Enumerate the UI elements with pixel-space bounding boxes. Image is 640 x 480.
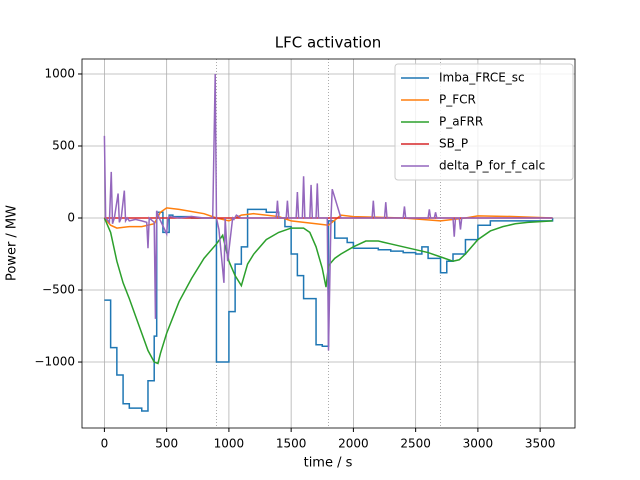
series-line <box>103 217 553 365</box>
y-tick-label: 1000 <box>44 66 75 80</box>
x-tick-label: 1000 <box>214 437 245 451</box>
y-tick-label: −500 <box>42 283 75 297</box>
legend-label: delta_P_for_f_calc <box>439 159 545 173</box>
x-tick-label: 2000 <box>338 437 369 451</box>
x-tick-label: 3500 <box>525 437 556 451</box>
x-tick-label: 500 <box>155 437 178 451</box>
y-axis-label: Power / MW <box>5 205 20 281</box>
y-tick-label: −1000 <box>34 355 75 369</box>
x-tick-label: 0 <box>101 437 109 451</box>
x-tick-label: 3000 <box>463 437 494 451</box>
series-line <box>103 207 553 229</box>
y-tick-label: 0 <box>67 211 75 225</box>
legend-label: Imba_FRCE_sc <box>439 71 525 85</box>
legend-label: SB_P <box>439 137 468 151</box>
x-tick-label: 1500 <box>276 437 307 451</box>
legend-box <box>394 63 574 181</box>
x-axis-label: time / s <box>304 456 353 471</box>
chart-title: LFC activation <box>275 34 382 52</box>
y-tick-label: 500 <box>52 138 75 152</box>
series-line <box>104 208 554 412</box>
legend-label: P_FCR <box>439 93 476 107</box>
plot-frame <box>81 58 576 429</box>
series-line <box>103 73 553 351</box>
legend-label: P_aFRR <box>439 115 483 129</box>
x-tick-label: 2500 <box>400 437 431 451</box>
